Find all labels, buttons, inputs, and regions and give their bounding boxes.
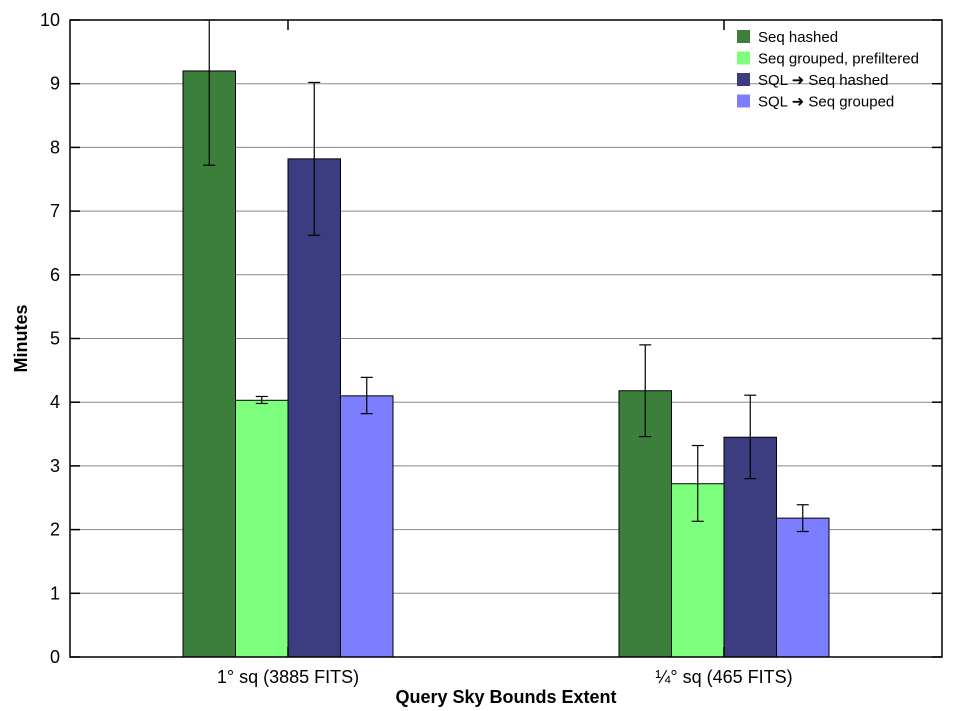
x-axis-title: Query Sky Bounds Extent	[395, 687, 616, 707]
bar	[235, 399, 289, 658]
y-tick-label: 5	[50, 329, 60, 349]
plot-frame	[69, 19, 943, 658]
legend-label: Seq hashed	[758, 29, 838, 46]
y-tick-label: 6	[50, 265, 60, 285]
y-tick-label: 2	[50, 520, 60, 540]
legend: Seq hashed Seq grouped, prefiltered SQL ➜ …	[737, 29, 919, 111]
x-tick-label: ¼° sq (465 FITS)	[655, 667, 792, 687]
x-tick-label: 1° sq (3885 FITS)	[217, 667, 359, 687]
y-tick-label: 3	[50, 456, 60, 476]
bar	[340, 395, 394, 658]
y-axis-ticks: 0 1 2 3 4 5 6 7 8 9 10	[40, 10, 942, 667]
y-axis-title: Minutes	[11, 304, 31, 372]
y-tick-label: 9	[50, 74, 60, 94]
x-axis-ticks: 1° sq (3885 FITS) ¼° sq (465 FITS)	[217, 20, 793, 687]
y-tick-label: 8	[50, 137, 60, 157]
y-tick-label: 7	[50, 201, 60, 221]
legend-swatch	[737, 94, 750, 108]
bars	[182, 70, 830, 658]
error-bars	[203, 19, 809, 533]
y-tick-label: 10	[40, 10, 60, 30]
legend-swatch	[737, 73, 750, 86]
bar	[182, 70, 236, 658]
legend-swatch	[737, 30, 750, 43]
y-tick-label: 0	[50, 647, 60, 667]
y-tick-label: 4	[50, 392, 60, 412]
bar	[776, 517, 830, 658]
legend-label: SQL ➜ Seq hashed	[758, 72, 888, 89]
legend-swatch	[737, 51, 750, 65]
legend-label: Seq grouped, prefiltered	[758, 51, 919, 68]
y-tick-label: 1	[50, 583, 60, 603]
legend-label: SQL ➜ Seq grouped	[758, 94, 894, 111]
